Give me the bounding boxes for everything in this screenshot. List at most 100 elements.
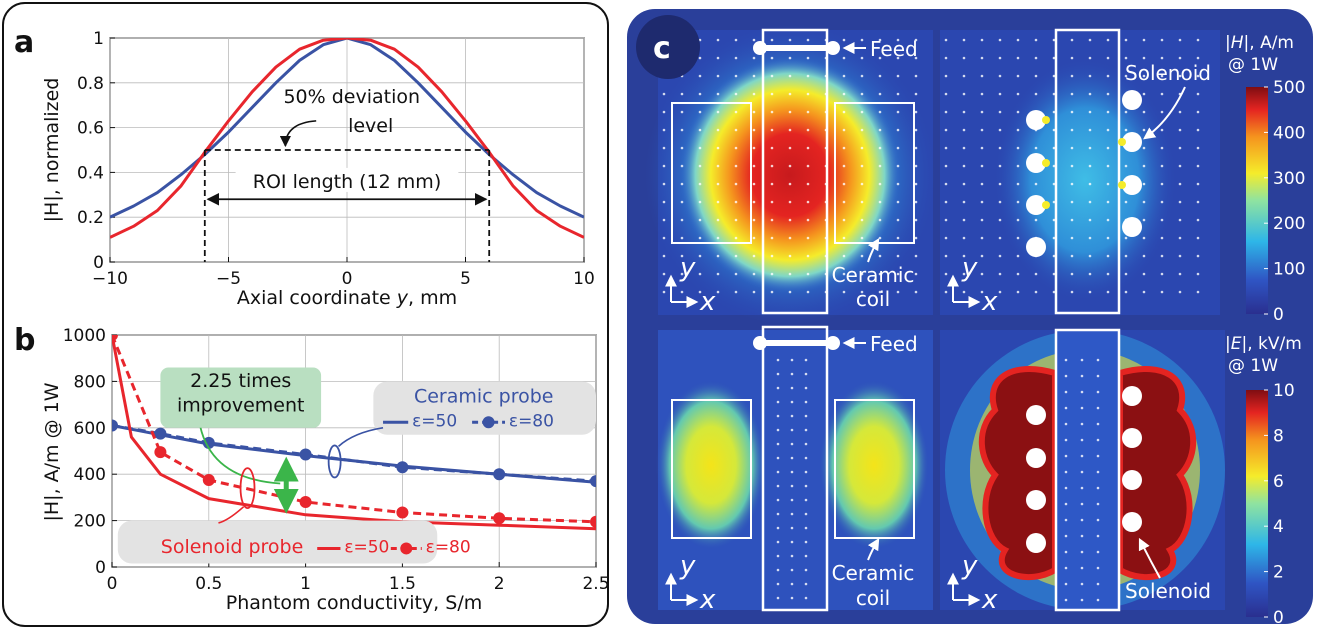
field-arrow (1178, 272, 1182, 276)
field-arrow (944, 254, 948, 258)
field-arrow (896, 56, 900, 60)
field-arrow (1070, 182, 1074, 186)
b-solenoid-legend-box (117, 520, 438, 564)
field-arrow (734, 236, 738, 240)
field-arrow (914, 74, 918, 78)
a-ytick-label: 0.6 (77, 119, 104, 139)
field-arrow (944, 200, 948, 204)
field-arrow (1080, 502, 1084, 506)
field-arrow (734, 128, 738, 132)
field-arrow (860, 218, 864, 222)
field-arrow (716, 74, 720, 78)
b-series-point-3 (112, 335, 118, 341)
field-arrow (1064, 598, 1068, 602)
field-arrow (1070, 254, 1074, 258)
field-arrow (980, 146, 984, 150)
field-arrow (1016, 128, 1020, 132)
b-series-point-3 (493, 512, 506, 525)
field-arrow (734, 164, 738, 168)
field-arrow (1196, 182, 1200, 186)
field-arrow (998, 56, 1002, 60)
field-arrow (804, 414, 808, 418)
c4-solenoid-label: Solenoid (1125, 579, 1211, 603)
field-arrow (734, 74, 738, 78)
a-ytick-label: 0.8 (77, 74, 104, 94)
field-arrow (878, 290, 882, 294)
field-arrow (824, 146, 828, 150)
field-arrow (1016, 236, 1020, 240)
field-arrow (1064, 470, 1068, 474)
field-arrow (1064, 406, 1068, 410)
field-arrow (842, 254, 846, 258)
field-arrow (1088, 128, 1092, 132)
field-arrow (698, 92, 702, 96)
field-arrow (770, 236, 774, 240)
b-improvement-label-2: improvement (177, 395, 305, 417)
field-arrow (1070, 146, 1074, 150)
field-arrow (1034, 218, 1038, 222)
field-arrow (1196, 92, 1200, 96)
c2-axis-y: y (961, 253, 978, 283)
field-arrow (980, 182, 984, 186)
field-arrow (698, 236, 702, 240)
field-arrow (680, 182, 684, 186)
cbh-ticks-tick-label: 500 (1273, 78, 1305, 98)
field-arrow (962, 128, 966, 132)
field-arrow (1088, 200, 1092, 204)
field-arrow (698, 182, 702, 186)
field-arrow (804, 568, 808, 572)
field-arrow (788, 218, 792, 222)
field-arrow (770, 56, 774, 60)
field-arrow (1052, 164, 1056, 168)
field-arrow (1052, 200, 1056, 204)
field-arrow (896, 110, 900, 114)
field-arrow (776, 568, 780, 572)
field-arrow (896, 290, 900, 294)
field-arrow (998, 236, 1002, 240)
field-arrow (662, 146, 666, 150)
field-arrow (776, 582, 780, 586)
b-solenoid-leader (218, 506, 245, 524)
field-arrow (776, 526, 780, 530)
c3-coil-label-2: coil (856, 586, 890, 610)
field-arrow (980, 56, 984, 60)
field-arrow (804, 484, 808, 488)
field-arrow (1196, 272, 1200, 276)
field-arrow (770, 128, 774, 132)
field-arrow (878, 164, 882, 168)
field-arrow (1096, 406, 1100, 410)
b-improvement-label-1: 2.25 times (190, 370, 291, 392)
field-arrow (1096, 358, 1100, 362)
field-arrow (980, 164, 984, 168)
field-arrow (1106, 164, 1110, 168)
field-arrow (998, 164, 1002, 168)
a-ytick-label: 0.4 (77, 163, 104, 183)
field-arrow (1096, 566, 1100, 570)
field-arrow (1064, 486, 1068, 490)
field-arrow (806, 236, 810, 240)
field-arrow (734, 38, 738, 42)
panel-c: Feed Ceramic coil Solenoid |H|, A (627, 9, 1313, 628)
b-series-point-3 (154, 446, 167, 459)
field-arrow (662, 182, 666, 186)
field-arrow (980, 254, 984, 258)
a-deviation-label-1: 50% deviation (283, 86, 420, 108)
field-arrow (1096, 502, 1100, 506)
field-arrow (1160, 74, 1164, 78)
field-arrow (806, 110, 810, 114)
field-arrow (998, 146, 1002, 150)
field-arrow (1124, 200, 1128, 204)
field-arrow (860, 56, 864, 60)
field-arrow (998, 218, 1002, 222)
b-series-point-1 (396, 461, 409, 474)
field-arrow (1142, 200, 1146, 204)
field-arrow (1096, 534, 1100, 538)
field-arrow (1070, 200, 1074, 204)
field-arrow (776, 386, 780, 390)
field-arrow (776, 414, 780, 418)
field-arrow (662, 200, 666, 204)
colorbar-h-title: |H|, A/m (1225, 33, 1294, 53)
field-arrow (1160, 38, 1164, 42)
field-arrow (716, 254, 720, 258)
field-arrow (824, 290, 828, 294)
